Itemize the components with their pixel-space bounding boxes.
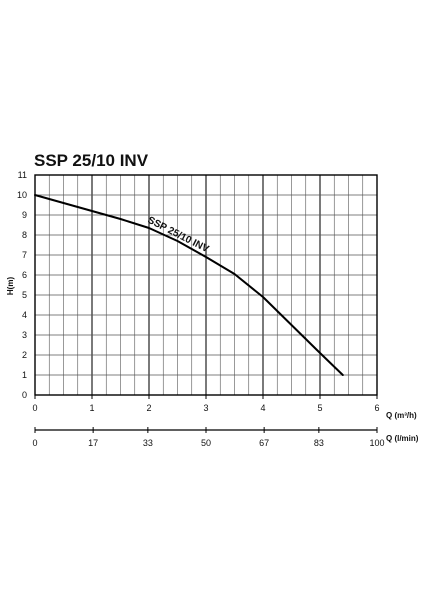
y-tick-label: 0 <box>22 390 27 400</box>
y-tick-label: 11 <box>18 170 27 180</box>
x-tick-label: 4 <box>260 403 265 413</box>
pump-curve-line <box>34 194 344 376</box>
y-tick-label: 2 <box>22 350 27 360</box>
y-tick-label: 1 <box>22 370 27 380</box>
x-tick-label: 6 <box>374 403 379 413</box>
y-tick-label: 8 <box>22 230 27 240</box>
x-tick-label: 0 <box>32 403 37 413</box>
x2-tick-label: 100 <box>369 438 384 448</box>
x2-tick-label: 67 <box>259 438 269 448</box>
grid-layer <box>35 175 377 395</box>
x-axis-label: Q (m³/h) <box>386 411 417 420</box>
x2-tick-label: 0 <box>32 438 37 448</box>
y-tick-label: 9 <box>22 210 27 220</box>
x-tick-label: 5 <box>317 403 322 413</box>
y-tick-label: 6 <box>22 270 27 280</box>
x2-tick-label: 17 <box>88 438 98 448</box>
y-tick-label: 10 <box>17 190 27 200</box>
x2-axis-label: Q (l/min) <box>386 434 419 443</box>
x-tick-label: 2 <box>146 403 151 413</box>
series-layer: SSP 25/10 INV <box>34 194 344 376</box>
x2-tick-label: 83 <box>314 438 324 448</box>
x-tick-label: 1 <box>89 403 94 413</box>
y-tick-label: 5 <box>22 290 27 300</box>
x2-tick-label: 33 <box>143 438 153 448</box>
y-tick-label: 4 <box>22 310 27 320</box>
y-axis-label: H(m) <box>6 277 15 296</box>
y-tick-label: 7 <box>22 250 27 260</box>
x-tick-label: 3 <box>203 403 208 413</box>
x2-tick-label: 50 <box>201 438 211 448</box>
y-tick-label: 3 <box>22 330 27 340</box>
chart-title: SSP 25/10 INV <box>34 151 149 170</box>
